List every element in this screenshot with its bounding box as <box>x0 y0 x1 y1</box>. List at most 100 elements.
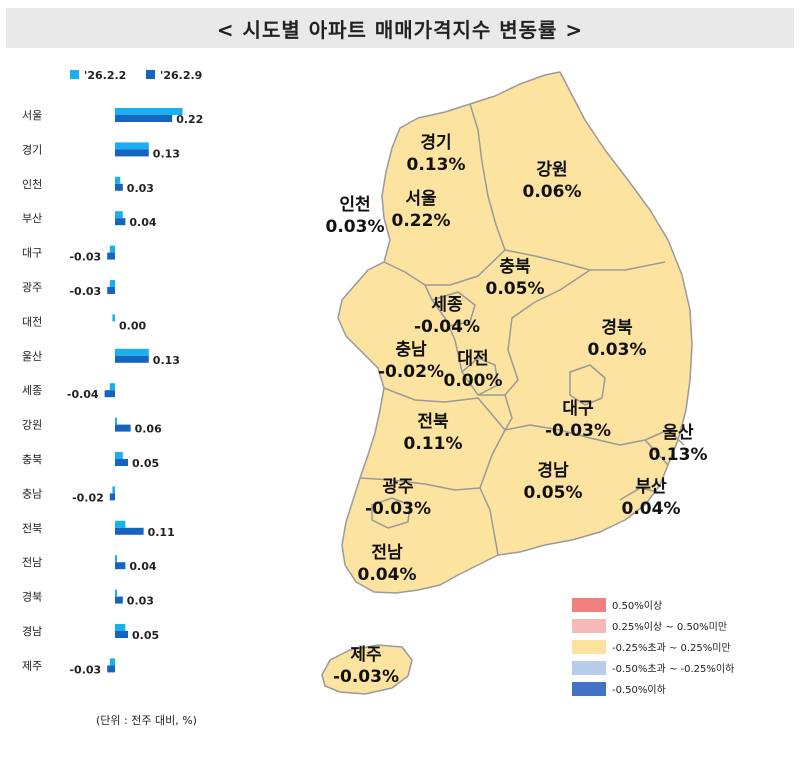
legend-label: -0.25%초과 ~ 0.25%미만 <box>612 643 731 654</box>
bar-series-1 <box>109 658 115 666</box>
category-label: 광주 <box>22 281 42 294</box>
region-value-label: 0.05% <box>486 279 545 299</box>
legend-item: 0.50%이상 <box>572 594 762 615</box>
boundary-gyeonggi-gangwon <box>469 103 506 251</box>
legend-swatch <box>572 681 606 696</box>
region-name-label: 대전 <box>457 349 488 369</box>
region-name-label: 전북 <box>417 412 449 432</box>
region-name-label: 부산 <box>635 477 667 497</box>
bar-series-2 <box>104 390 115 398</box>
data-label: 0.00 <box>119 319 146 332</box>
region-name-label: 경기 <box>420 133 451 153</box>
legend-label-series-2: '26.2.9 <box>160 69 202 82</box>
category-label: 서울 <box>22 109 42 122</box>
category-label: 충북 <box>22 453 42 466</box>
map-regions <box>321 71 693 695</box>
category-label: 전남 <box>22 556 42 569</box>
legend-label: 0.25%이상 ~ 0.50%미만 <box>612 622 728 633</box>
region-name-label: 세종 <box>431 295 463 315</box>
category-label: 부산 <box>22 212 42 225</box>
region-name-label: 서울 <box>405 189 437 209</box>
data-label: 0.05 <box>132 629 159 642</box>
bar-series-1 <box>115 211 123 219</box>
data-label: -0.04 <box>67 388 99 401</box>
region-value-label: -0.03% <box>545 421 611 441</box>
data-label: 0.13 <box>153 147 180 160</box>
category-label: 제주 <box>22 659 42 672</box>
boundary-jeolla-gyeongnam <box>479 429 506 489</box>
bar-series-2 <box>115 183 123 191</box>
region-value-label: -0.03% <box>365 499 431 519</box>
region-value-label: 0.04% <box>358 565 417 585</box>
region-value-label: 0.13% <box>407 155 466 175</box>
category-label: 충남 <box>22 487 42 500</box>
region-name-label: 인천 <box>339 195 370 215</box>
bar-series-1 <box>115 176 121 184</box>
boundary-north-chungcheong <box>383 249 506 286</box>
legend-item: 0.25%이상 ~ 0.50%미만 <box>572 615 762 636</box>
region-name-label: 경남 <box>537 461 569 481</box>
bar-series-1 <box>115 555 117 563</box>
region-name-label: 울산 <box>662 423 694 443</box>
legend-swatch-series-1 <box>70 70 79 79</box>
region-name-label: 광주 <box>382 477 414 497</box>
legend-swatch <box>572 597 606 612</box>
region-name-label: 전남 <box>371 543 403 563</box>
bar-series-2 <box>115 596 123 604</box>
region-name-label: 제주 <box>350 645 382 665</box>
data-label: -0.03 <box>69 663 101 676</box>
boundary-chungcheong-jeolla <box>383 387 506 431</box>
data-label: 0.13 <box>153 354 180 367</box>
bar-series-1 <box>115 589 117 597</box>
boundary-chungbuk-gangwon <box>504 249 666 271</box>
region-value-label: 0.03% <box>326 217 385 237</box>
region-value-label: -0.03% <box>333 667 399 687</box>
category-label: 대구 <box>22 247 42 260</box>
boundary-ulsan <box>644 429 685 446</box>
region-value-label: 0.06% <box>523 182 582 202</box>
region-value-label: 0.22% <box>392 211 451 231</box>
bar-series-1 <box>115 452 123 459</box>
legend-label: 0.50%이상 <box>612 601 663 612</box>
bar-series-1 <box>115 624 126 631</box>
map-boundaries <box>359 103 685 556</box>
region-value-label: -0.04% <box>414 317 480 337</box>
jeju-island <box>321 644 413 695</box>
region-value-label: 0.03% <box>588 340 647 360</box>
bar-series-2 <box>107 665 115 673</box>
bar-series-1 <box>115 348 149 356</box>
bar-series-2 <box>115 459 128 466</box>
region-name-label: 강원 <box>536 160 567 180</box>
region-name-label: 경북 <box>601 318 633 338</box>
category-label: 인천 <box>22 177 42 191</box>
bar-series-1 <box>115 520 126 528</box>
bar-series-1 <box>115 417 117 425</box>
boundary-chungbuk-gyeongbuk <box>504 269 591 431</box>
bar-series-1 <box>109 245 115 253</box>
legend-item: -0.50%이하 <box>572 678 762 699</box>
data-label: 0.03 <box>127 182 154 195</box>
data-label: 0.03 <box>127 595 154 608</box>
category-label: 세종 <box>22 384 42 397</box>
bar-series-1 <box>115 108 183 115</box>
boundary-jeonbuk-jeonnam <box>359 477 499 556</box>
category-label: 경북 <box>22 591 42 604</box>
region-value-label: 0.00% <box>444 371 503 391</box>
mainland-outline <box>337 71 693 594</box>
bar-series-1 <box>109 383 115 391</box>
legend-item: -0.25%초과 ~ 0.25%미만 <box>572 636 762 657</box>
title-bar: < 시도별 아파트 매매가격지수 변동률 > <box>6 8 794 48</box>
region-value-label: 0.05% <box>524 483 583 503</box>
category-label: 전북 <box>22 522 42 535</box>
region-value-label: -0.02% <box>378 362 444 382</box>
region-name-label: 대구 <box>562 399 594 419</box>
bar-series-2 <box>115 218 126 226</box>
boundary-sejong <box>431 291 476 327</box>
bar-series-2 <box>115 115 173 122</box>
page-title: < 시도별 아파트 매매가격지수 변동률 > <box>216 17 584 42</box>
category-label: 강원 <box>22 419 42 432</box>
bar-series-2 <box>115 355 149 363</box>
bar-series-2 <box>107 252 115 260</box>
legend-label: -0.50%이하 <box>612 685 666 696</box>
data-label: 0.11 <box>148 526 175 539</box>
